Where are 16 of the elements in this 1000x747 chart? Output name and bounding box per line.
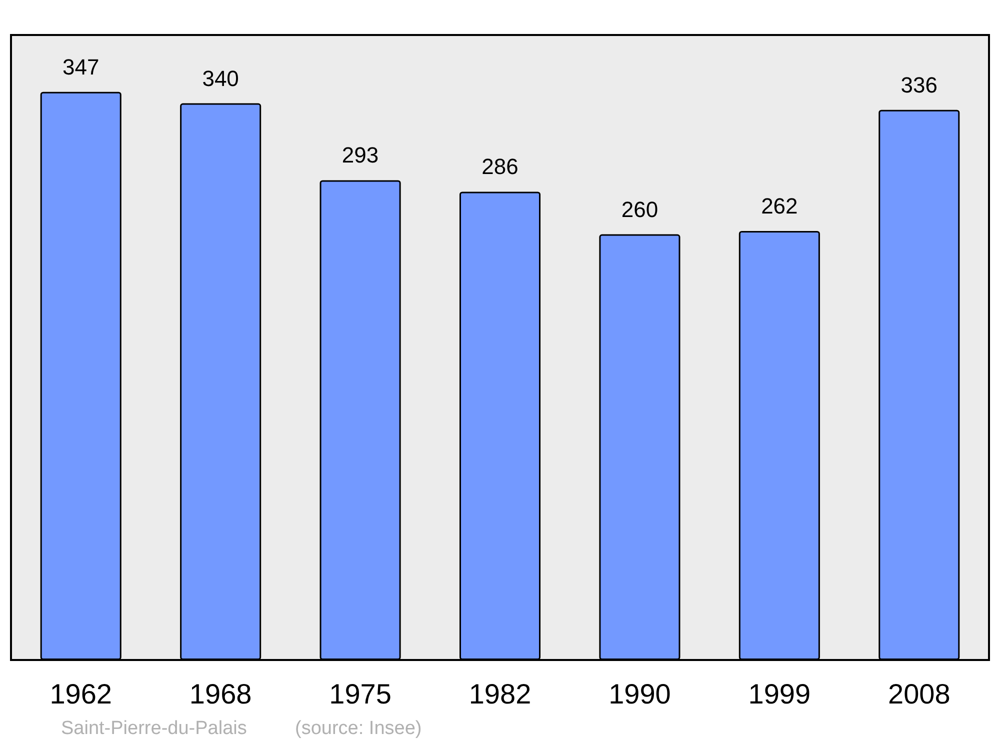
x-tick-label: 1990 [608,678,671,710]
text: (source: Insee) [295,718,422,739]
x-tick-label: 1999 [748,678,811,710]
data-label: 336 [900,72,938,98]
x-tick-label: 1962 [50,678,112,710]
x-tick-label: 1982 [468,678,532,710]
text: Saint-Pierre-du-Palais [61,718,247,739]
data-label: 293 [342,142,379,168]
data-label: 260 [621,196,658,222]
data-label: 347 [62,54,100,80]
x-tick-label: 1968 [189,678,252,710]
data-label: 340 [202,66,239,91]
x-tick-label: 1975 [329,678,392,710]
data-label: 262 [761,194,798,218]
data-label: 286 [482,154,518,180]
x-tick-label: 2008 [888,678,950,710]
